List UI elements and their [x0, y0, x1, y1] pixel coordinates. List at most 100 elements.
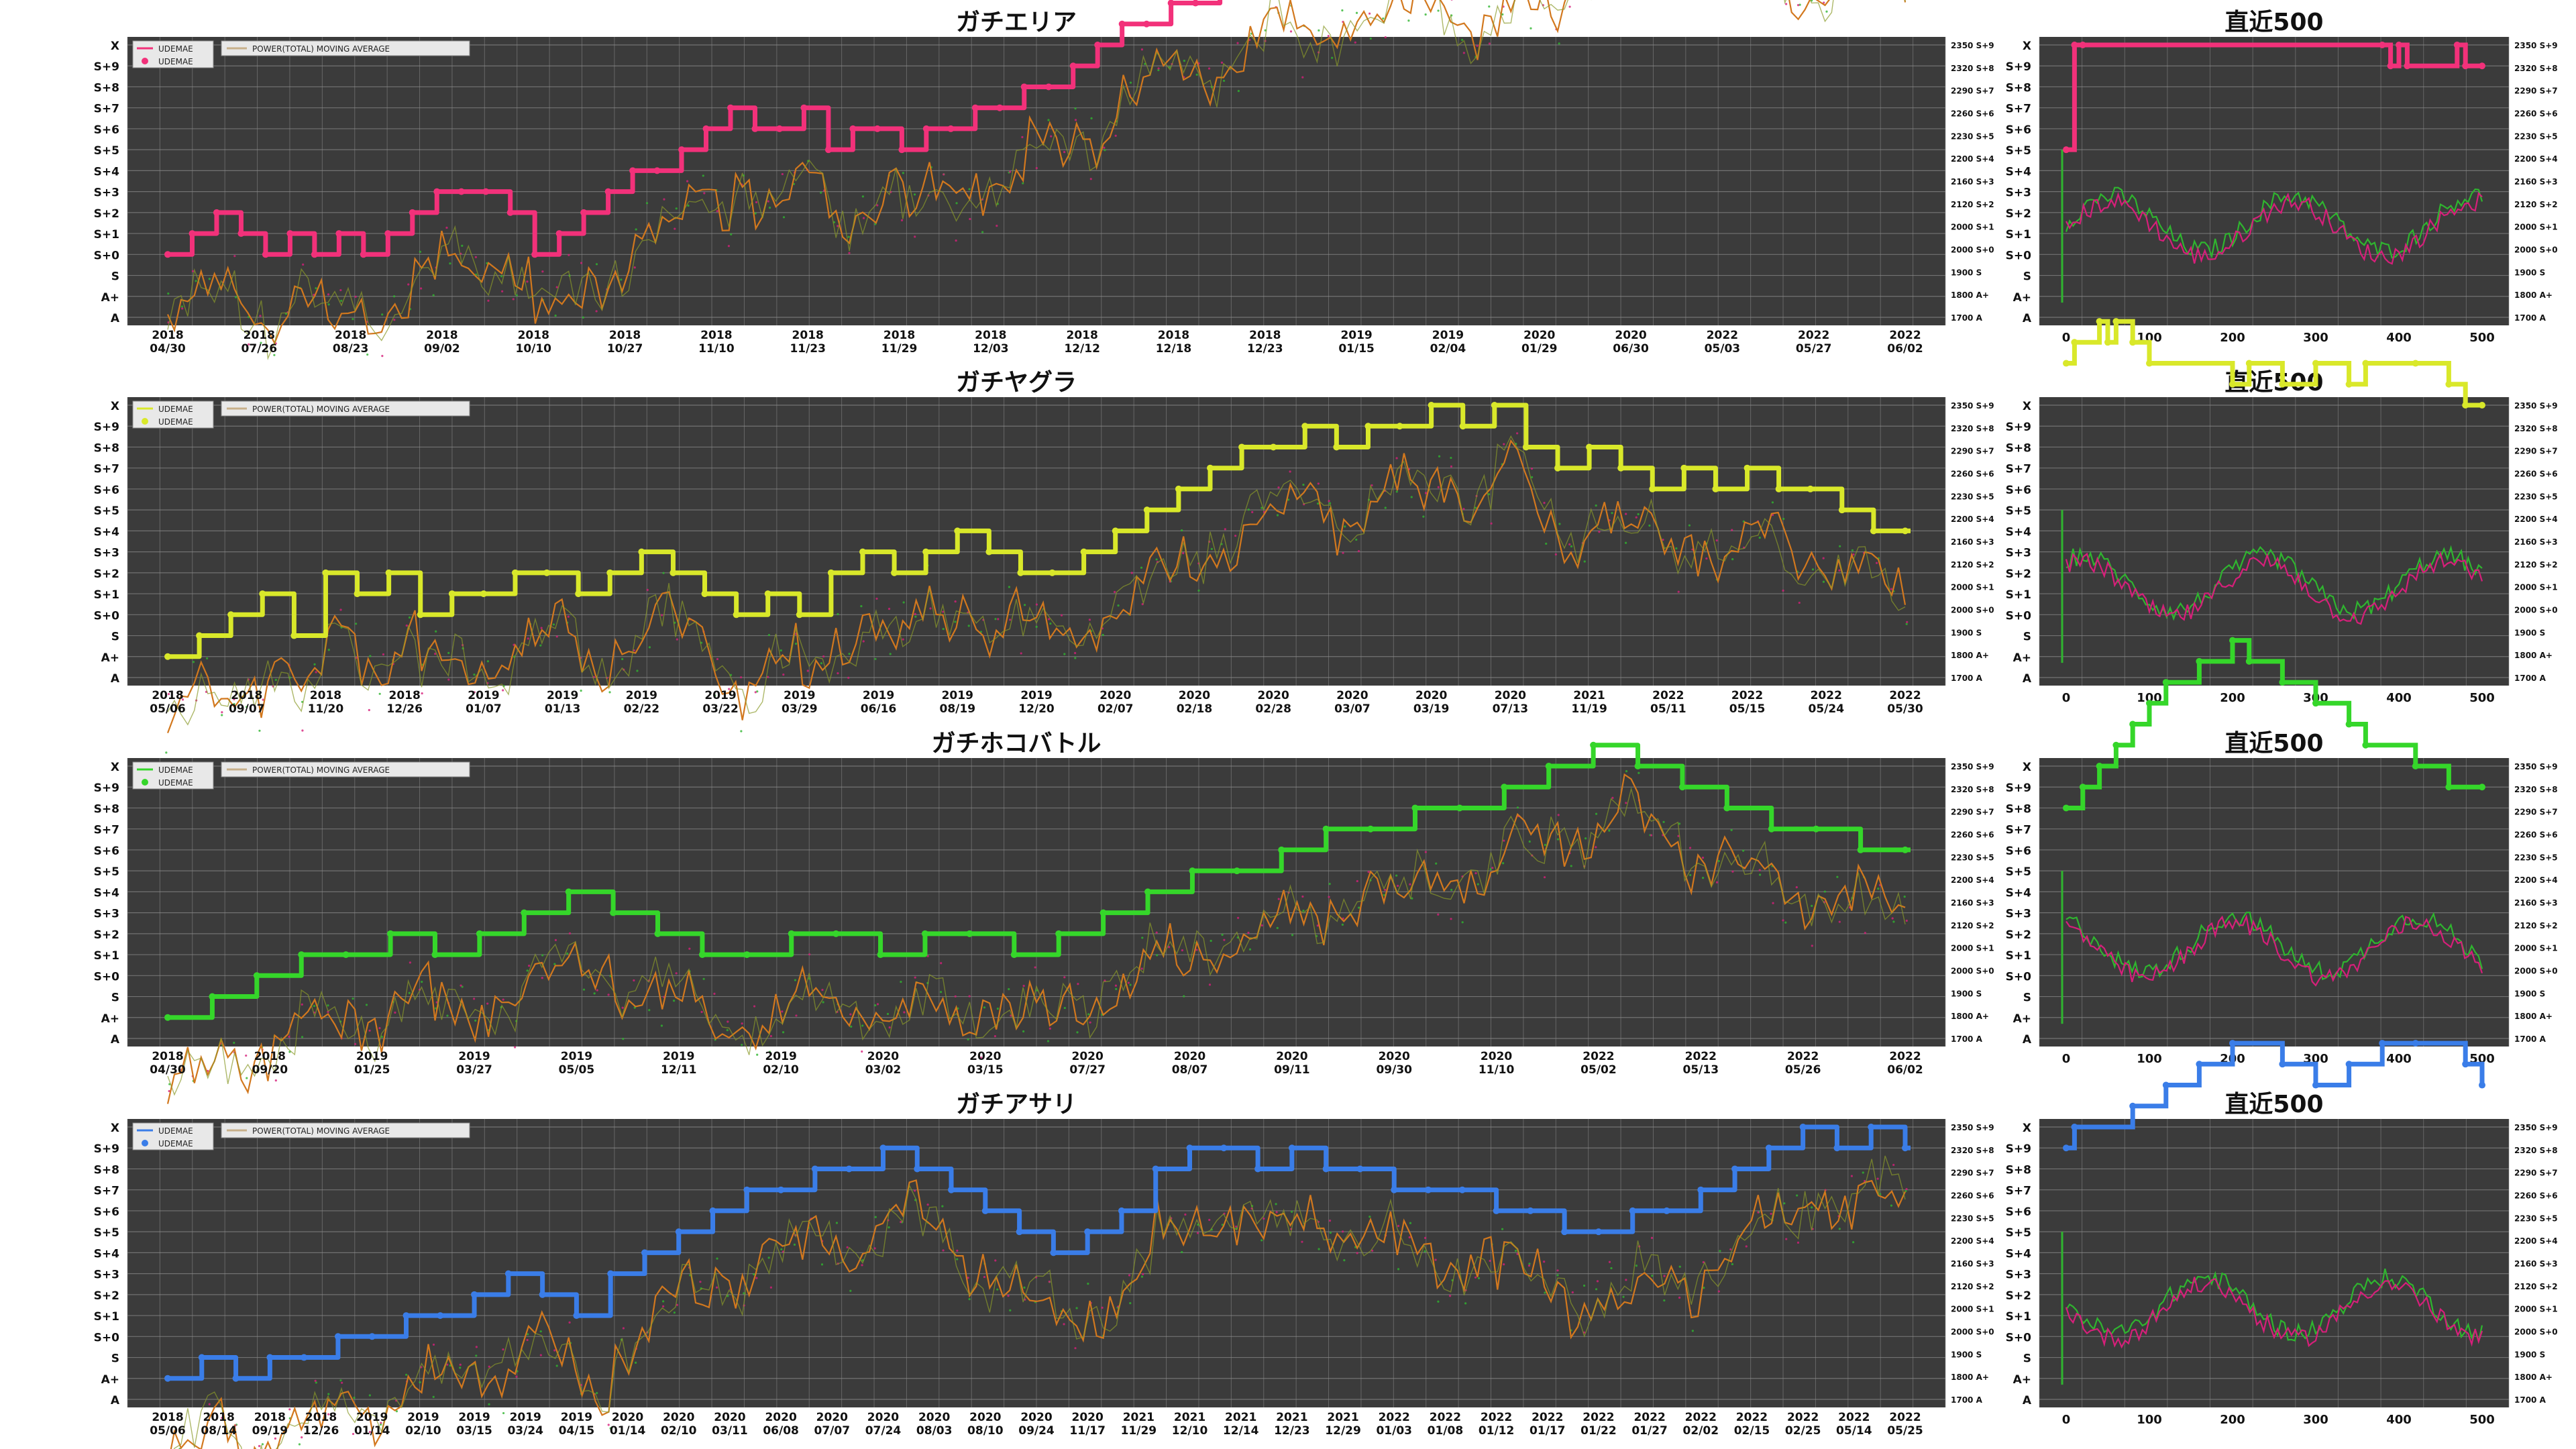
y2-tick-label: 2120 S+2: [1951, 921, 1994, 930]
scatter-point: [996, 225, 998, 227]
udemae-point: [1799, 1124, 1807, 1130]
y2-tick-label: 1900 S: [1951, 628, 1982, 637]
y-tick-label: A: [2023, 312, 2032, 325]
y-tick-label: S+2: [2006, 1289, 2031, 1303]
x-tick-year: 2019: [547, 689, 578, 702]
scatter-point: [1503, 1263, 1505, 1266]
scatter-point: [1625, 1279, 1627, 1281]
x-tick-date: 06/02: [1887, 342, 1923, 356]
x-tick-date: 04/15: [559, 1424, 595, 1438]
recent-udemae-point: [2063, 804, 2070, 812]
udemae-point: [334, 1333, 341, 1340]
y-tick-label: S+1: [2006, 228, 2031, 241]
scatter-point: [837, 672, 839, 675]
scatter-point: [1905, 1187, 1908, 1191]
scatter-point: [502, 1411, 505, 1415]
scatter-point: [432, 1395, 435, 1398]
scatter-point: [743, 1292, 745, 1295]
udemae-point: [1049, 569, 1056, 576]
scatter-point: [582, 988, 586, 991]
scatter-point: [528, 964, 531, 967]
x-tick-year: 2022: [1889, 689, 1921, 702]
scatter-point: [1891, 917, 1894, 920]
x-tick-date: 10/27: [607, 342, 643, 356]
y-tick-label: S+9: [94, 421, 119, 434]
scatter-point: [1677, 590, 1680, 593]
scatter-point: [515, 294, 518, 297]
y2-tick-label: 2350 S+9: [2514, 401, 2558, 411]
scatter-point: [580, 262, 583, 264]
scatter-point: [1758, 869, 1761, 871]
y2-tick-label: 2000 S+1: [1951, 944, 1994, 953]
x-tick-date: 05/27: [1796, 342, 1832, 356]
scatter-point: [1050, 135, 1053, 138]
scatter-point: [874, 657, 877, 660]
udemae-point: [921, 930, 928, 937]
scatter-point: [1543, 1260, 1546, 1263]
scatter-point: [662, 572, 665, 574]
x-tick-date: 11/19: [1571, 702, 1607, 716]
y2-tick-label: 2120 S+2: [1951, 1282, 1994, 1291]
y2-tick-label: 2000 S+1: [2514, 223, 2558, 232]
x-tick-year: 2022: [1838, 1411, 1870, 1424]
udemae-point: [1301, 423, 1309, 430]
scatter-point: [942, 610, 945, 613]
recent-udemae-point: [2079, 42, 2086, 48]
y2-tick-label: 2230 S+5: [2514, 131, 2558, 141]
udemae-point: [448, 590, 455, 598]
scatter-point: [421, 981, 423, 983]
udemae-point: [1868, 1124, 1875, 1130]
scatter-point: [405, 1373, 408, 1376]
scatter-point: [1890, 588, 1892, 590]
udemae-point: [1333, 443, 1340, 451]
scatter-point: [1331, 56, 1334, 59]
scatter-point: [1275, 1203, 1277, 1205]
scatter-point: [954, 995, 957, 998]
scatter-point: [1892, 920, 1895, 923]
scatter-point: [1127, 981, 1130, 984]
scatter-point: [1474, 506, 1477, 509]
legend-label: UDEMAE: [158, 765, 193, 775]
scatter-point: [956, 1258, 959, 1260]
x-tick-year: 2022: [1430, 1411, 1461, 1424]
x-tick-date: 06/30: [1613, 342, 1649, 356]
scatter-point: [997, 618, 1000, 621]
scatter-point: [1438, 455, 1441, 458]
x-tick-date: 11/10: [1479, 1063, 1515, 1077]
udemae-point: [971, 104, 979, 111]
scatter-point: [1890, 1204, 1893, 1207]
scatter-point: [1477, 1277, 1481, 1280]
y-tick-label: A+: [101, 1373, 119, 1387]
x-tick-date: 01/17: [1529, 1424, 1566, 1438]
scatter-point: [1675, 547, 1678, 550]
scatter-point: [408, 991, 411, 994]
scatter-point: [741, 1022, 743, 1025]
scatter-point: [368, 1029, 371, 1032]
x-tick-year: 2018: [700, 329, 732, 342]
udemae-point: [678, 146, 686, 154]
udemae-point: [164, 251, 171, 258]
x-tick-date: 11/23: [790, 342, 826, 356]
y2-tick-label: 2160 S+3: [1951, 537, 1994, 547]
scatter-point: [1705, 557, 1708, 560]
scatter-point: [914, 1189, 916, 1192]
scatter-point: [1167, 946, 1171, 949]
y-tick-label: A: [2023, 1394, 2032, 1407]
y2-tick-label: 2230 S+5: [2514, 853, 2558, 862]
x-tick-year: 2019: [1432, 329, 1464, 342]
scatter-point: [1688, 847, 1692, 849]
scatter-point: [1368, 12, 1371, 15]
scatter-point: [1234, 535, 1237, 537]
y-tick-label: S+6: [94, 1205, 119, 1219]
udemae-point: [653, 167, 661, 174]
y2-tick-label: 2000 S+0: [1951, 246, 1994, 255]
scatter-point: [1277, 486, 1280, 489]
scatter-point: [500, 275, 503, 278]
udemae-point: [1233, 867, 1240, 875]
scatter-point: [1210, 939, 1212, 943]
scatter-point: [1022, 1030, 1025, 1033]
scatter-point: [900, 219, 904, 221]
y2-tick-label: 1700 A: [1951, 1034, 1983, 1044]
udemae-point: [733, 611, 740, 619]
